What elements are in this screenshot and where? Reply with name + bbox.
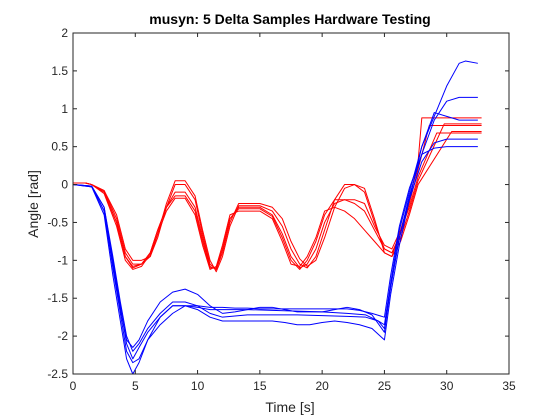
y-tick-label: 0 [61,178,68,192]
x-tick-label: 20 [315,379,329,393]
x-tick-label: 25 [378,379,392,393]
series-layer [72,60,482,375]
series-line-blue-7 [72,96,478,364]
x-tick-label: 10 [191,379,205,393]
series-line-blue-9 [72,138,478,348]
x-tick-label: 15 [253,379,267,393]
axes-box [72,32,510,375]
series-line-blue-10 [72,146,478,352]
x-tick-label: 35 [502,379,516,393]
series-line-red-2 [73,124,482,273]
y-tick-label: 0.5 [51,140,68,154]
series-line-red-4 [73,123,482,270]
y-axis-label: Angle [rad] [25,170,41,238]
y-tick-label: -2.5 [47,367,68,381]
y-tick-label: -1.5 [47,291,68,305]
y-tick-label: -0.5 [47,215,68,229]
chart-title: musyn: 5 Delta Samples Hardware Testing [149,11,430,27]
x-tick-label: 0 [70,379,77,393]
y-tick-label: 2 [61,26,68,40]
y-tick-label: 1.5 [51,64,68,78]
axes-layer: 0 5 10 15 20 25 30 35 -2.5 -2 -1.5 -1 -0.5 0 0.5 1 1.5 2 [47,26,516,393]
y-tick-label: 1 [61,102,68,116]
series-line-red-1 [73,117,482,270]
y-tick-label: -2 [57,329,68,343]
x-tick-label: 5 [132,379,139,393]
series-line-red-5 [73,131,482,270]
series-line-blue-8 [72,112,478,375]
x-axis-label: Time [s] [265,399,314,415]
x-tick-label: 30 [440,379,454,393]
series-line-blue-6 [72,60,478,360]
y-tick-label: -1 [57,253,68,267]
